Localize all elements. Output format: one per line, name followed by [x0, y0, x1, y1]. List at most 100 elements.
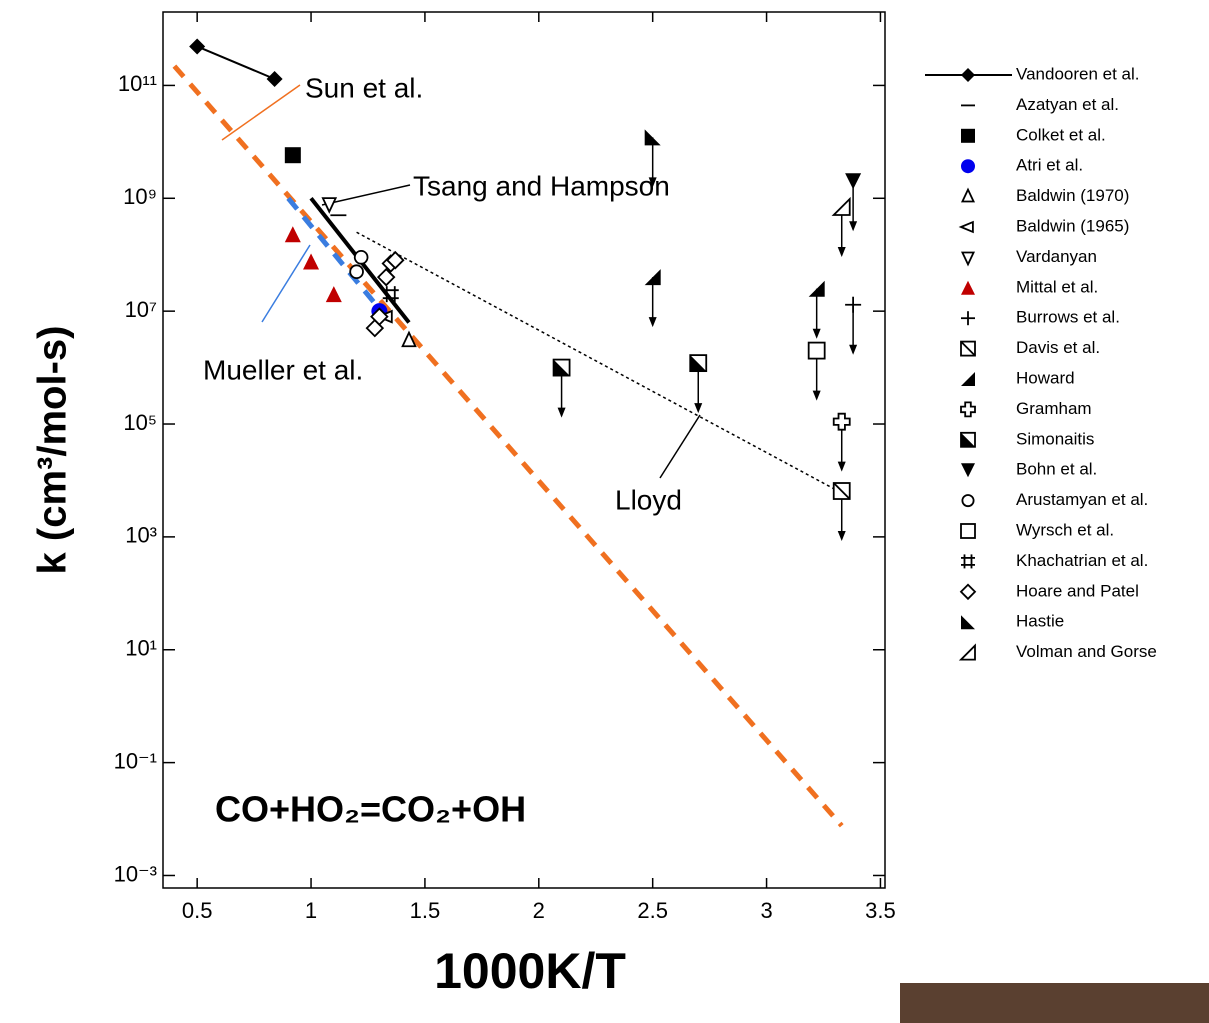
legend-label: Hoare and Patel	[1016, 581, 1139, 600]
marker-shape	[321, 197, 338, 214]
marker-shape	[831, 196, 851, 216]
marker-shape	[960, 187, 976, 203]
marker-shape	[845, 173, 862, 190]
limit-arrowhead	[837, 461, 846, 472]
marker	[960, 251, 976, 267]
marker-shape	[960, 401, 976, 418]
marker	[961, 159, 975, 174]
marker-shape	[833, 482, 851, 500]
y-tick-label: 10⁻³	[114, 861, 157, 886]
legend-label: Colket et al.	[1016, 125, 1106, 144]
marker	[808, 280, 825, 297]
x-tick-label: 2	[533, 898, 545, 923]
marker	[961, 372, 975, 386]
marker	[845, 296, 862, 313]
limit-arrowhead	[648, 177, 657, 188]
marker-shape	[553, 359, 570, 376]
marker-shape	[960, 251, 976, 267]
marker	[961, 128, 975, 143]
marker	[832, 412, 851, 431]
marker	[845, 173, 862, 190]
marker	[959, 583, 977, 601]
marker-shape	[961, 615, 975, 630]
line-annotation: Lloyd	[615, 484, 682, 515]
marker	[284, 226, 301, 243]
leader-line	[221, 84, 301, 141]
marker	[958, 220, 974, 234]
thumbnail-fragment	[900, 983, 1209, 1023]
marker-shape	[960, 340, 976, 357]
x-tick-label: 3.5	[865, 898, 896, 923]
y-tick-label: 10⁹	[123, 184, 157, 209]
marker	[349, 264, 364, 280]
legend-label: Khachatrian et al.	[1016, 551, 1148, 570]
marker	[831, 196, 851, 216]
marker	[401, 330, 417, 348]
marker-shape	[961, 280, 975, 295]
marker-shape	[386, 250, 405, 270]
legend-label: Bohn et al.	[1016, 460, 1097, 479]
marker-shape	[189, 38, 206, 55]
marker	[961, 311, 975, 326]
legend-label: Vandooren et al.	[1016, 64, 1140, 83]
marker-shape	[961, 494, 975, 508]
marker	[689, 354, 708, 373]
y-tick-label: 10⁷	[125, 297, 157, 322]
y-tick-label: 10⁻¹	[114, 748, 157, 773]
marker	[386, 250, 405, 270]
limit-arrowhead	[812, 390, 821, 401]
marker-shape	[961, 372, 975, 386]
marker	[961, 554, 975, 569]
legend-label: Davis et al.	[1016, 338, 1100, 357]
marker-shape	[401, 330, 417, 348]
legend-label: Hastie	[1016, 612, 1064, 631]
marker-shape	[807, 341, 826, 360]
marker	[644, 129, 661, 146]
marker	[284, 147, 301, 164]
marker-shape	[690, 355, 707, 372]
y-tick-label: 10³	[125, 523, 157, 548]
marker	[353, 250, 369, 265]
legend-label: Mittal et al.	[1016, 277, 1098, 296]
y-tick-label: 10¹¹	[118, 71, 157, 96]
marker	[961, 463, 975, 478]
marker-shape	[644, 269, 661, 286]
reaction-label: CO+HO₂=CO₂+OH	[215, 789, 526, 830]
leader-line	[261, 244, 311, 323]
marker	[303, 253, 320, 270]
limit-arrowhead	[849, 344, 858, 355]
y-tick-label: 10¹	[125, 636, 157, 661]
marker-shape	[961, 128, 975, 143]
marker	[958, 643, 976, 661]
marker-shape	[961, 68, 975, 82]
legend-label: Howard	[1016, 368, 1075, 387]
marker	[961, 68, 975, 82]
limit-arrowhead	[648, 317, 657, 328]
marker	[960, 523, 976, 539]
legend-label: Burrows et al.	[1016, 308, 1120, 327]
series-line	[196, 45, 275, 80]
marker-shape	[284, 147, 301, 164]
marker-shape	[961, 463, 975, 478]
marker-shape	[284, 226, 301, 243]
marker-shape	[808, 280, 825, 297]
limit-arrowhead	[812, 328, 821, 339]
marker-shape	[958, 220, 974, 234]
leader-line	[321, 184, 411, 206]
marker-shape	[958, 643, 976, 661]
legend-label: Baldwin (1970)	[1016, 186, 1129, 205]
marker-shape	[960, 523, 976, 539]
legend-label: Atri et al.	[1016, 156, 1083, 175]
marker	[961, 615, 975, 630]
legend-label: Simonaitis	[1016, 429, 1094, 448]
marker	[370, 307, 389, 326]
legend-label: Arustamyan et al.	[1016, 490, 1148, 509]
x-tick-label: 1.5	[410, 898, 441, 923]
marker	[382, 286, 399, 303]
marker-shape	[266, 70, 283, 87]
marker-shape	[832, 412, 851, 431]
marker	[321, 197, 338, 214]
marker	[807, 341, 826, 360]
marker	[325, 286, 342, 303]
x-tick-label: 0.5	[182, 898, 213, 923]
